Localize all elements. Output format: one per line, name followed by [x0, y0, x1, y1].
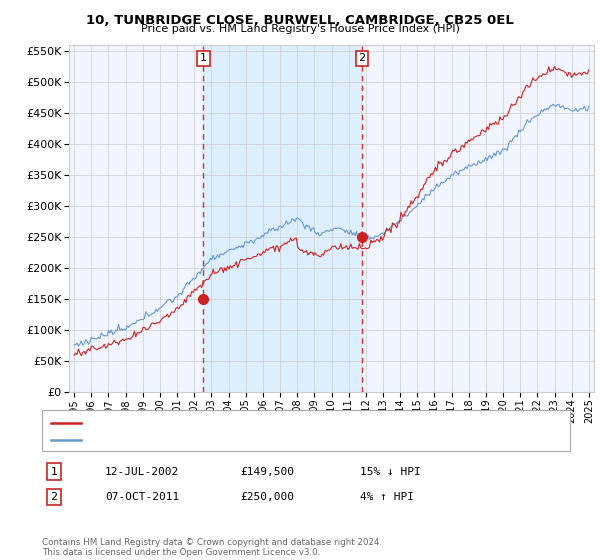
Text: 10, TUNBRIDGE CLOSE, BURWELL, CAMBRIDGE, CB25 0EL (detached house): 10, TUNBRIDGE CLOSE, BURWELL, CAMBRIDGE,… — [87, 418, 467, 428]
Text: £250,000: £250,000 — [240, 492, 294, 502]
Text: 07-OCT-2011: 07-OCT-2011 — [105, 492, 179, 502]
Text: 4% ↑ HPI: 4% ↑ HPI — [360, 492, 414, 502]
Text: 2: 2 — [358, 54, 365, 63]
Text: Contains HM Land Registry data © Crown copyright and database right 2024.
This d: Contains HM Land Registry data © Crown c… — [42, 538, 382, 557]
Bar — [203, 45, 362, 392]
Text: 12-JUL-2002: 12-JUL-2002 — [105, 466, 179, 477]
Text: 1: 1 — [200, 54, 207, 63]
Text: Price paid vs. HM Land Registry's House Price Index (HPI): Price paid vs. HM Land Registry's House … — [140, 24, 460, 34]
Text: 1: 1 — [50, 466, 58, 477]
Text: 2: 2 — [50, 492, 58, 502]
Text: 10, TUNBRIDGE CLOSE, BURWELL, CAMBRIDGE, CB25 0EL: 10, TUNBRIDGE CLOSE, BURWELL, CAMBRIDGE,… — [86, 14, 514, 27]
Text: HPI: Average price, detached house, East Cambridgeshire: HPI: Average price, detached house, East… — [87, 435, 375, 445]
Text: 15% ↓ HPI: 15% ↓ HPI — [360, 466, 421, 477]
Text: £149,500: £149,500 — [240, 466, 294, 477]
